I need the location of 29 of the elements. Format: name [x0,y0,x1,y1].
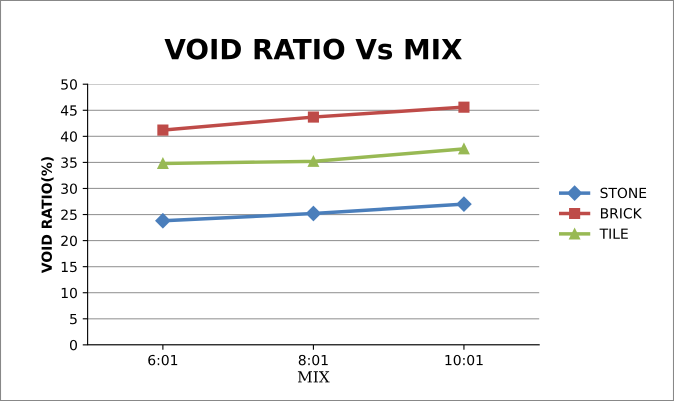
y-tick-label: 40 [60,131,77,142]
legend-label: STONE [600,188,646,198]
y-tick-label: 35 [61,157,77,168]
chart-title: VOID RATIO Vs MIX [164,38,462,60]
y-tick-label: 10 [62,288,77,298]
y-tick-label: 15 [62,262,77,272]
y-tick-label: 45 [60,105,77,116]
point [157,124,168,136]
x-tick-label: 6:01 [148,354,178,366]
x-tick-label: 8:01 [298,354,328,366]
point [308,156,319,167]
legend-label: TILE [600,228,628,239]
point [306,206,321,222]
y-tick-label: 50 [61,79,77,90]
legend-label: BRICK [600,208,642,219]
y-tick-label: 30 [61,183,77,194]
y-tick-label: 5 [70,314,77,324]
y-tick-label: 0 [70,340,77,350]
x-tick-label: 10:01 [445,354,483,366]
point [155,213,170,228]
point [157,158,168,170]
point [458,102,470,113]
y-axis-title: VOID RATIO(%) [41,157,54,274]
point [458,143,470,154]
point [456,196,472,212]
point [308,111,319,123]
x-axis-title: MIX [298,371,330,382]
y-tick-label: 20 [61,236,77,246]
y-tick-label: 25 [61,210,77,220]
